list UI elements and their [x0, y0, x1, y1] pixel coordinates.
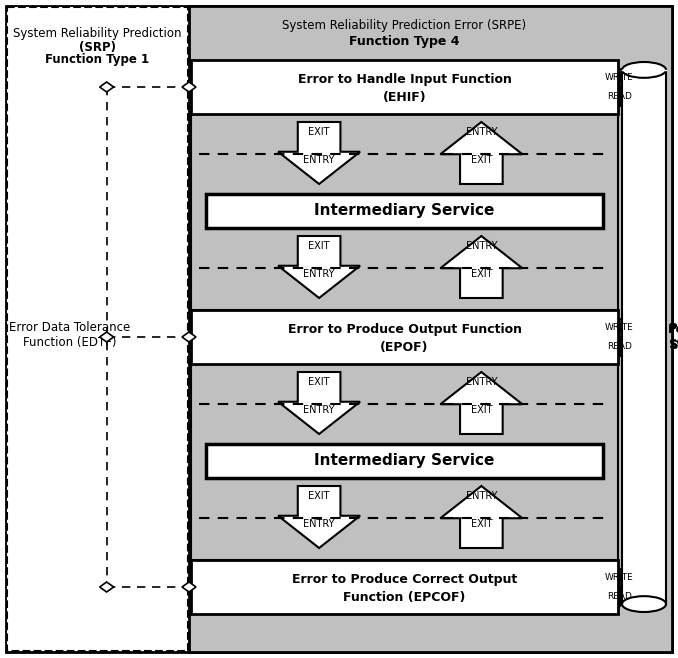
- Text: EXIT: EXIT: [308, 127, 330, 137]
- Text: Function Type 1: Function Type 1: [45, 53, 150, 66]
- Text: ENTRY: ENTRY: [466, 377, 497, 387]
- Ellipse shape: [622, 596, 666, 612]
- Polygon shape: [100, 582, 114, 592]
- Text: WRITE: WRITE: [605, 73, 634, 82]
- Text: Persistent
Storage: Persistent Storage: [668, 323, 678, 351]
- Text: ENTRY: ENTRY: [466, 241, 497, 251]
- Polygon shape: [440, 236, 522, 298]
- Text: WRITE: WRITE: [605, 573, 634, 582]
- Text: ENTRY: ENTRY: [303, 405, 335, 415]
- Text: EXIT: EXIT: [308, 491, 330, 501]
- Text: Persistent: Persistent: [669, 322, 678, 336]
- Bar: [191, 560, 618, 614]
- Polygon shape: [440, 122, 522, 184]
- Polygon shape: [619, 318, 620, 338]
- Polygon shape: [619, 88, 620, 106]
- Polygon shape: [619, 337, 620, 356]
- Polygon shape: [278, 122, 360, 184]
- Polygon shape: [440, 372, 522, 434]
- Text: (EHIF): (EHIF): [382, 91, 426, 105]
- Text: WRITE: WRITE: [605, 323, 634, 332]
- Text: ENTRY: ENTRY: [466, 491, 497, 501]
- Text: EXIT: EXIT: [308, 241, 330, 251]
- Text: Error Data Tolerance
Function (EDTF): Error Data Tolerance Function (EDTF): [9, 321, 131, 349]
- Text: EXIT: EXIT: [471, 405, 492, 415]
- Text: (EPOF): (EPOF): [380, 342, 428, 355]
- Text: ENTRY: ENTRY: [303, 269, 335, 280]
- Polygon shape: [182, 582, 196, 592]
- Bar: [191, 114, 618, 310]
- Polygon shape: [619, 569, 620, 588]
- Text: Error to Handle Input Function: Error to Handle Input Function: [298, 74, 511, 86]
- Text: Function Type 4: Function Type 4: [349, 36, 460, 49]
- Bar: [191, 60, 618, 114]
- Text: Error to Produce Output Function: Error to Produce Output Function: [287, 324, 521, 336]
- Polygon shape: [100, 332, 114, 342]
- Polygon shape: [182, 332, 196, 342]
- Text: Storage: Storage: [669, 338, 678, 351]
- Text: EXIT: EXIT: [308, 377, 330, 387]
- Bar: [206, 194, 603, 228]
- Text: Intermediary Service: Intermediary Service: [315, 453, 495, 468]
- Bar: [191, 364, 618, 560]
- Text: (SRP): (SRP): [79, 41, 116, 53]
- Text: EXIT: EXIT: [471, 269, 492, 280]
- Polygon shape: [100, 82, 114, 92]
- Text: Function (EPCOF): Function (EPCOF): [343, 592, 466, 605]
- Text: READ: READ: [607, 92, 632, 101]
- Bar: [7, 7, 188, 651]
- Polygon shape: [182, 82, 196, 92]
- Bar: [189, 6, 672, 652]
- Text: System Reliability Prediction Error (SRPE): System Reliability Prediction Error (SRP…: [283, 20, 527, 32]
- Polygon shape: [440, 486, 522, 548]
- Bar: [191, 310, 618, 364]
- Text: EXIT: EXIT: [471, 155, 492, 165]
- Text: Intermediary Service: Intermediary Service: [315, 203, 495, 218]
- Text: Error to Produce Correct Output: Error to Produce Correct Output: [292, 574, 517, 586]
- Ellipse shape: [622, 62, 666, 78]
- Bar: [622, 70, 666, 604]
- Text: ENTRY: ENTRY: [303, 519, 335, 530]
- Polygon shape: [278, 236, 360, 298]
- Text: READ: READ: [607, 342, 632, 351]
- Text: ENTRY: ENTRY: [466, 127, 497, 137]
- Bar: [206, 444, 603, 478]
- Polygon shape: [278, 372, 360, 434]
- Text: ENTRY: ENTRY: [303, 155, 335, 165]
- Text: READ: READ: [607, 592, 632, 601]
- Polygon shape: [619, 68, 620, 88]
- Polygon shape: [278, 486, 360, 548]
- Text: System Reliability Prediction: System Reliability Prediction: [14, 28, 182, 41]
- Text: EXIT: EXIT: [471, 519, 492, 530]
- Polygon shape: [619, 587, 620, 606]
